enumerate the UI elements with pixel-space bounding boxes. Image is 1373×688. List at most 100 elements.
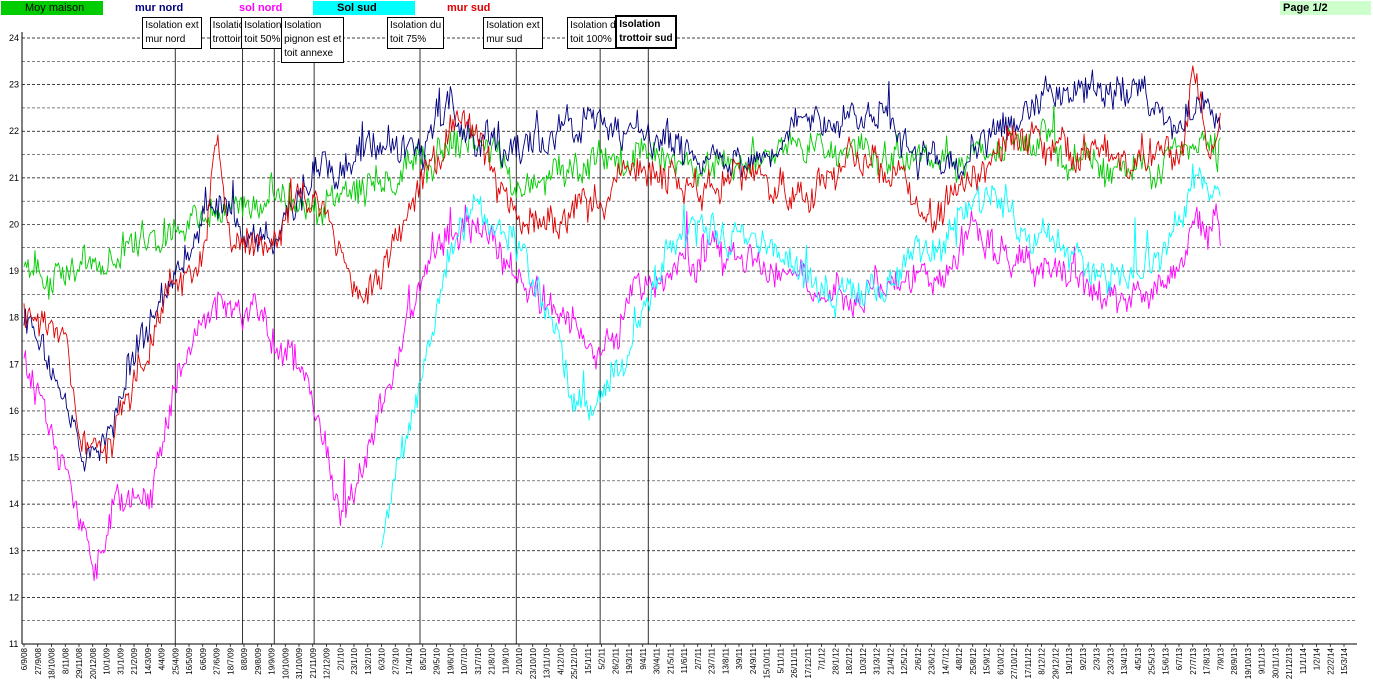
y-tick-label: 15 [9, 453, 19, 463]
series-line-mur-sud [23, 65, 1221, 464]
x-tick-label: 26/2/11 [611, 647, 620, 674]
series-line-moy-maison [23, 104, 1221, 300]
x-tick-label: 13/11/10 [543, 647, 552, 678]
x-tick-label: 23/1/10 [350, 647, 359, 674]
x-tick-label: 9/11/13 [1258, 647, 1267, 674]
x-tick-label: 30/11/13 [1271, 647, 1280, 678]
annotation-lines [174, 40, 649, 644]
x-tick-label: 8/12/12 [1038, 647, 1047, 674]
x-tick-label: 19/10/13 [1244, 647, 1253, 679]
series-line-sol-nord [23, 203, 1221, 582]
x-tick-label: 15/3/14 [1340, 647, 1349, 674]
x-tick-label: 27/3/10 [391, 647, 400, 674]
x-tick-label: 10/1/09 [103, 647, 112, 674]
annotation-box: Isolation ext mur nord [142, 17, 202, 49]
x-tick-label: 6/6/09 [199, 647, 208, 670]
x-tick-label: 26/11/11 [790, 647, 799, 678]
annotation-box: Isolation pignon est et toit annexe [281, 17, 345, 63]
grid-lines [22, 37, 1357, 645]
x-tick-label: 2/7/11 [694, 647, 703, 669]
x-tick-label: 4/12/10 [556, 647, 565, 674]
y-tick-label: 12 [9, 592, 19, 602]
x-tick-label: 3/9/11 [735, 647, 744, 669]
x-tick-label: 4/4/09 [158, 647, 167, 670]
x-tick-label: 14/3/09 [144, 647, 153, 674]
x-tick-label: 27/7/13 [1189, 647, 1198, 674]
x-tick-label: 25/5/13 [1148, 647, 1157, 674]
x-tick-label: 18/2/12 [845, 647, 854, 674]
x-tick-label: 31/3/12 [873, 647, 882, 674]
x-tick-label: 25/8/12 [969, 647, 978, 674]
y-tick-label: 23 [9, 80, 19, 90]
x-tick-label: 27/9/08 [34, 647, 43, 674]
x-tick-label: 29/5/10 [433, 647, 442, 674]
x-tick-label: 31/10/09 [295, 647, 304, 679]
x-tick-label: 15/10/11 [763, 647, 772, 678]
x-tick-label: 17/8/13 [1203, 647, 1212, 674]
x-tick-label: 6/9/08 [20, 647, 29, 670]
x-tick-label: 23/7/11 [708, 647, 717, 674]
series-line-mur-nord [23, 69, 1221, 472]
x-tick-label: 7/9/13 [1216, 647, 1225, 670]
legend-bar: Moy maison mur nord sol nord Sol sud mur sud [0, 0, 1373, 16]
x-tick-label: 2/6/12 [914, 647, 923, 670]
x-tick-label: 21/11/09 [309, 647, 318, 678]
legend-entry: sol nord [209, 1, 311, 15]
y-tick-label: 24 [9, 33, 19, 43]
y-tick-label: 17 [9, 359, 19, 369]
x-tick-label: 2/3/13 [1093, 647, 1102, 670]
x-tick-label: 15/6/13 [1161, 647, 1170, 674]
x-tick-label: 4/8/12 [955, 647, 964, 670]
x-tick-label: 8/11/08 [61, 647, 70, 674]
x-tick-label: 17/4/10 [405, 647, 414, 674]
x-tick-label: 14/7/12 [941, 647, 950, 674]
x-tick-label: 29/11/08 [75, 647, 84, 678]
x-tick-label: 29/8/09 [254, 647, 263, 674]
x-tick-label: 28/1/12 [831, 647, 840, 674]
x-tick-label: 20/12/08 [89, 647, 98, 679]
x-tick-label: 27/10/12 [1010, 647, 1019, 679]
legend-entry: mur sud [417, 1, 519, 15]
x-tick-label: 13/4/13 [1120, 647, 1129, 674]
x-tick-label: 28/9/13 [1230, 647, 1239, 674]
legend-entry: Sol sud [313, 1, 415, 15]
x-tick-label: 12/5/12 [900, 647, 909, 674]
x-tick-label: 10/10/09 [281, 647, 290, 679]
y-tick-label: 11 [9, 639, 18, 649]
series-line-sol-sud [381, 163, 1221, 548]
y-tick-label: 19 [9, 266, 19, 276]
x-tick-label: 8/5/10 [419, 647, 428, 670]
x-tick-label: 9/2/13 [1079, 647, 1088, 670]
x-tick-label: 15/1/11 [584, 647, 593, 674]
x-tick-label: 17/12/11 [804, 647, 813, 678]
x-tick-label: 4/5/13 [1134, 647, 1143, 670]
x-tick-label: 10/7/10 [460, 647, 469, 674]
x-tick-label: 18/10/08 [48, 647, 57, 679]
y-tick-label: 18 [9, 313, 19, 323]
x-tick-label: 22/2/14 [1326, 647, 1335, 674]
y-tick-label: 13 [9, 546, 19, 556]
x-tick-label: 18/7/09 [226, 647, 235, 674]
x-tick-label: 27/6/09 [213, 647, 222, 674]
x-tick-label: 31/7/10 [474, 647, 483, 674]
annotation-box: Isolation du toit 75% [387, 17, 445, 49]
x-tick-label: 21/12/13 [1285, 647, 1294, 679]
y-tick-label: 16 [9, 406, 19, 416]
x-tick-label: 23/6/12 [928, 647, 937, 674]
x-tick-label: 5/2/11 [598, 647, 607, 669]
x-tick-label: 6/7/13 [1175, 647, 1184, 670]
x-tick-label: 25/4/09 [171, 647, 180, 674]
annotation-box: Isolation trottoir sud [615, 15, 677, 49]
x-tick-label: 21/8/10 [488, 647, 497, 674]
x-tick-label: 29/12/12 [1051, 647, 1060, 679]
x-tick-label: 1/2/14 [1313, 647, 1322, 670]
x-tick-label: 15/9/12 [983, 647, 992, 674]
x-tick-label: 21/2/09 [130, 647, 139, 674]
y-tick-label: 14 [9, 499, 19, 509]
x-tick-label: 31/1/09 [116, 647, 125, 674]
legend-entry: mur nord [105, 1, 207, 15]
x-tick-label: 30/4/11 [653, 647, 662, 674]
x-tick-label: 19/3/11 [625, 647, 634, 674]
x-tick-label: 13/8/11 [721, 647, 730, 674]
